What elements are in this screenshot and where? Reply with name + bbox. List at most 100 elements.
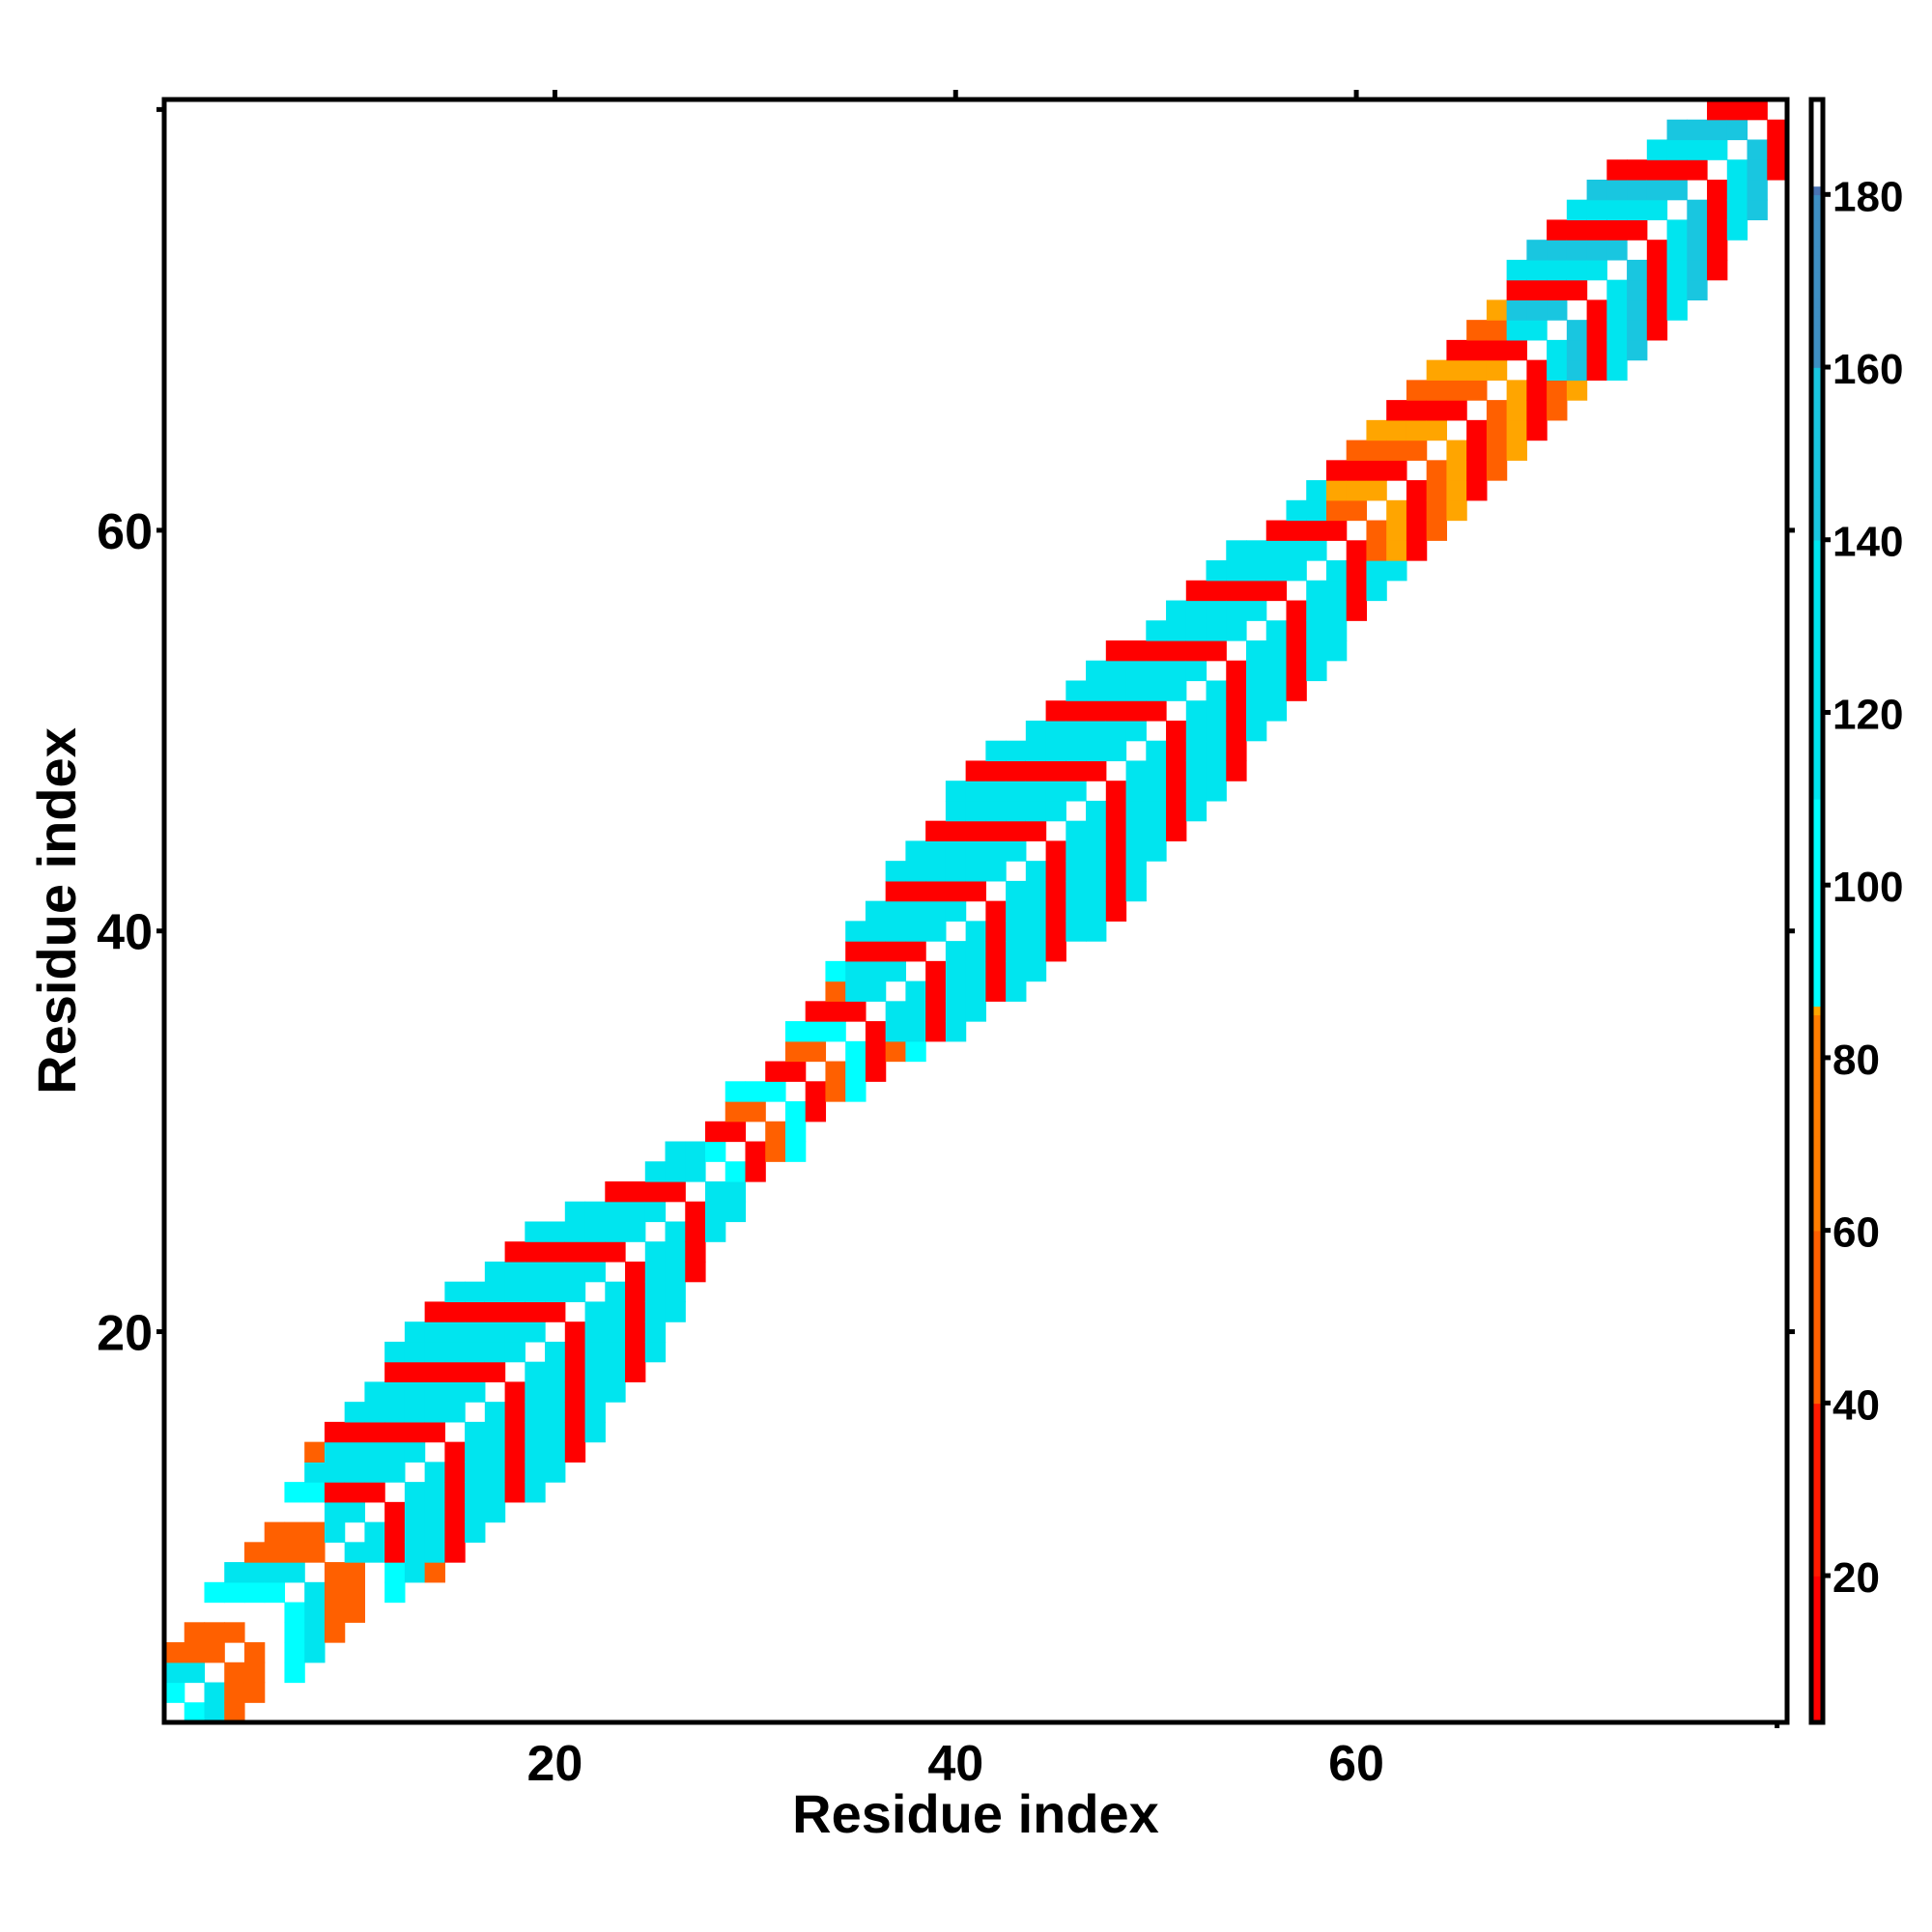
heatmap-cell (905, 900, 926, 922)
heatmap-cell (243, 1542, 266, 1563)
heatmap-cell (1346, 460, 1368, 481)
heatmap-cell (965, 960, 986, 982)
heatmap-cell (1486, 440, 1508, 461)
heatmap-cell (364, 1521, 385, 1543)
colorbar-tick-label: 60 (1833, 1209, 1880, 1257)
heatmap-cell (1086, 861, 1107, 882)
heatmap-cell (1105, 700, 1127, 722)
heatmap-cell (525, 1482, 546, 1503)
colorbar-segment (1811, 773, 1823, 782)
heatmap-cell (1666, 139, 1688, 160)
heatmap-cell (504, 1261, 526, 1283)
heatmap-cell (685, 1241, 706, 1263)
heatmap-cell (344, 1501, 366, 1523)
colorbar-segment (1811, 341, 1823, 351)
heatmap-cell (384, 1501, 406, 1523)
colorbar-segment (1811, 220, 1823, 230)
heatmap-cell (1406, 499, 1428, 522)
heatmap-cell (484, 1402, 506, 1423)
heatmap-cell (304, 1642, 326, 1663)
heatmap-cell (1105, 740, 1127, 762)
heatmap-cell (905, 1021, 926, 1042)
colorbar-segment (1811, 539, 1823, 550)
heatmap-cell (1146, 840, 1167, 862)
heatmap-cell (665, 1221, 686, 1242)
heatmap-cell (945, 1021, 967, 1042)
heatmap-cell (545, 1421, 566, 1443)
heatmap-cell (1025, 760, 1047, 781)
colorbar-segment (1811, 479, 1823, 489)
heatmap-cell (1386, 400, 1407, 421)
heatmap-cell (625, 1221, 646, 1242)
heatmap-cell (905, 880, 926, 902)
colorbar-segment (1811, 703, 1823, 714)
heatmap-cell (865, 941, 887, 962)
heatmap-cell (1246, 720, 1267, 742)
heatmap-cell (1586, 219, 1607, 241)
heatmap-cell (384, 1521, 406, 1543)
colorbar-segment (1811, 738, 1823, 749)
heatmap-cell (845, 1081, 867, 1102)
heatmap-cell (344, 1482, 366, 1503)
colorbar-segment (1811, 280, 1823, 291)
heatmap-cell (1006, 941, 1027, 962)
heatmap-cell (1286, 499, 1307, 522)
heatmap-cell (1045, 900, 1066, 922)
heatmap-cell (364, 1542, 385, 1563)
heatmap-cell (1226, 700, 1247, 722)
colorbar-segment (1811, 677, 1823, 688)
heatmap-cell (1086, 660, 1107, 682)
heatmap-cell (324, 1501, 346, 1523)
heatmap-cell (1526, 359, 1548, 381)
colorbar-segment (1811, 332, 1823, 343)
colorbar-segment (1811, 410, 1823, 420)
heatmap-cell (564, 1361, 586, 1383)
colorbar-segment (1811, 1489, 1823, 1499)
heatmap-cell (1767, 139, 1788, 160)
heatmap-cell (1125, 800, 1147, 822)
heatmap-cell (765, 1061, 786, 1082)
heatmap-cell (224, 1702, 245, 1723)
heatmap-cell (1666, 240, 1688, 261)
colorbar-segment (1811, 1264, 1823, 1275)
colorbar-segment (1811, 1230, 1823, 1240)
heatmap-cell (605, 1241, 626, 1263)
heatmap-cell (1486, 460, 1508, 481)
heatmap-cell (404, 1562, 426, 1583)
heatmap-cell (1206, 781, 1227, 802)
heatmap-cell (644, 1161, 667, 1182)
heatmap-cell (965, 861, 986, 882)
heatmap-cell (644, 1181, 667, 1203)
heatmap-cell (1025, 960, 1047, 982)
heatmap-cell (925, 820, 947, 842)
colorbar-segment (1811, 367, 1823, 377)
colorbar-segment (1811, 125, 1823, 135)
heatmap-cell (1646, 279, 1668, 301)
heatmap-cell (1065, 781, 1087, 802)
heatmap-cell (1627, 259, 1648, 281)
heatmap-cell (1146, 800, 1167, 822)
heatmap-cell (945, 941, 967, 962)
heatmap-cell (1306, 540, 1327, 561)
heatmap-cell (324, 1421, 346, 1443)
heatmap-cell (424, 1521, 445, 1543)
heatmap-cell (1006, 760, 1027, 781)
heatmap-cell (545, 1241, 566, 1263)
colorbar-segment (1811, 1601, 1823, 1611)
heatmap-cell (525, 1301, 546, 1322)
heatmap-cell (444, 1482, 466, 1503)
colorbar-tick-label: 80 (1833, 1037, 1880, 1084)
colorbar-segment (1811, 194, 1823, 205)
colorbar-segment (1811, 712, 1823, 723)
colorbar-segment (1811, 1100, 1823, 1111)
heatmap-cell (985, 980, 1007, 1002)
heatmap-cell (1006, 740, 1027, 762)
heatmap-cell (1687, 259, 1708, 281)
heatmap-cell (504, 1482, 526, 1503)
heatmap-cell (484, 1301, 506, 1322)
heatmap-cell (865, 980, 887, 1002)
heatmap-cell (945, 781, 967, 802)
heatmap-cell (1105, 820, 1127, 842)
heatmap-cell (745, 1161, 766, 1182)
